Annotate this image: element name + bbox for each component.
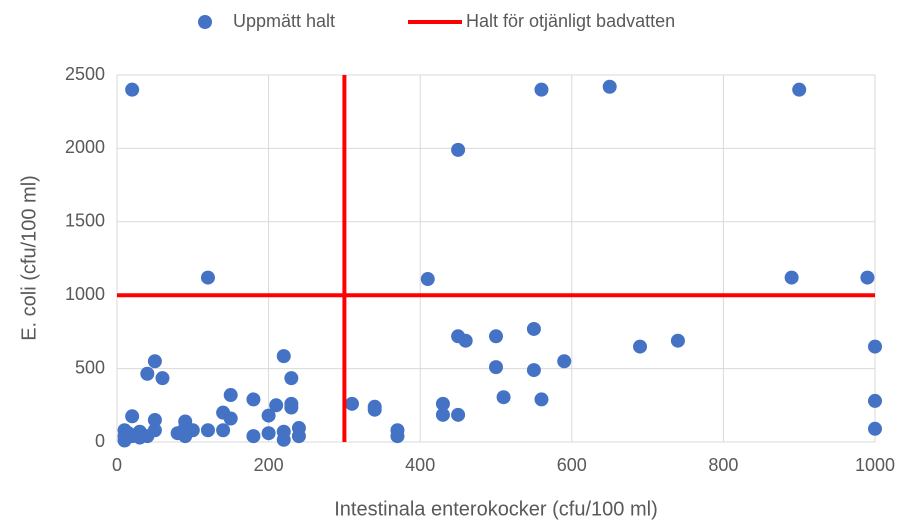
point xyxy=(276,349,291,364)
point xyxy=(200,270,215,285)
point xyxy=(269,398,284,413)
point xyxy=(246,429,261,444)
point xyxy=(435,407,450,422)
point xyxy=(860,270,875,285)
point xyxy=(868,339,882,354)
point xyxy=(489,360,503,375)
point xyxy=(451,142,466,157)
point xyxy=(132,430,147,445)
point xyxy=(121,426,136,441)
point xyxy=(284,400,299,415)
point xyxy=(435,396,450,411)
y-tick-label: 1000 xyxy=(65,284,105,304)
point xyxy=(633,339,648,354)
point xyxy=(367,402,382,417)
point xyxy=(125,409,140,424)
point xyxy=(147,412,162,427)
x-tick-label: 1000 xyxy=(855,455,895,475)
point xyxy=(526,363,541,378)
y-tick-label: 1500 xyxy=(65,211,105,231)
point xyxy=(291,429,306,444)
point xyxy=(458,333,473,348)
y-axis-label: E. coli (cfu/100 ml) xyxy=(18,175,40,341)
y-tick-label: 0 xyxy=(95,431,105,451)
y-tick-label: 2500 xyxy=(65,64,105,84)
point xyxy=(526,321,541,336)
legend-marker xyxy=(198,15,212,29)
point xyxy=(178,420,193,435)
x-tick-label: 200 xyxy=(254,455,284,475)
x-axis-label: Intestinala enterokocker (cfu/100 ml) xyxy=(334,498,658,520)
point xyxy=(496,390,511,405)
point xyxy=(670,333,685,348)
point xyxy=(784,270,799,285)
point xyxy=(223,388,238,403)
point xyxy=(451,407,466,422)
point xyxy=(792,82,807,97)
point xyxy=(602,79,617,94)
point xyxy=(223,411,238,426)
point xyxy=(216,423,231,438)
x-tick-label: 400 xyxy=(405,455,435,475)
x-tick-label: 800 xyxy=(708,455,738,475)
point xyxy=(261,408,276,423)
point xyxy=(284,371,299,386)
x-tick-label: 600 xyxy=(557,455,587,475)
y-tick-label: 500 xyxy=(75,357,105,377)
point xyxy=(261,426,276,441)
legend-label: Uppmätt halt xyxy=(233,11,335,31)
y-tick-label: 2000 xyxy=(65,137,105,157)
point xyxy=(125,82,140,97)
point xyxy=(489,329,503,344)
point xyxy=(276,432,291,447)
legend-label: Halt för otjänligt badvatten xyxy=(466,11,675,31)
point xyxy=(155,371,170,386)
point xyxy=(557,354,572,369)
point xyxy=(344,396,359,411)
point xyxy=(200,423,215,438)
point xyxy=(420,272,435,287)
x-tick-label: 0 xyxy=(112,455,122,475)
point xyxy=(140,366,155,381)
point xyxy=(246,392,261,407)
point xyxy=(868,421,882,436)
point xyxy=(534,392,549,407)
point xyxy=(147,354,162,369)
point xyxy=(868,393,882,408)
point xyxy=(390,429,405,444)
point xyxy=(534,82,549,97)
